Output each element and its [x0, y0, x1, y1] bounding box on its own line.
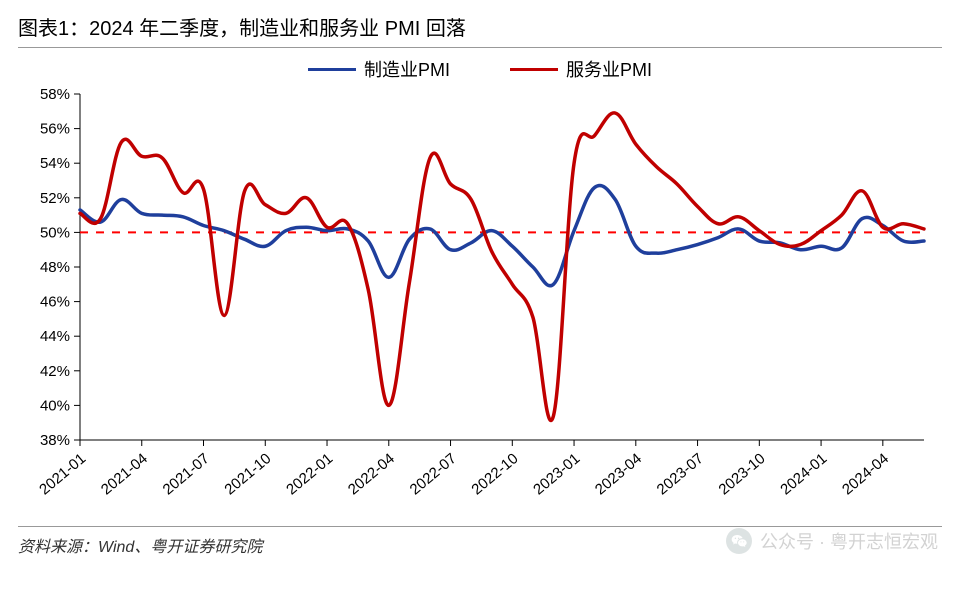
svg-text:2023-04: 2023-04 — [592, 450, 645, 498]
source-text: 资料来源：Wind、粤开证券研究院 — [18, 539, 262, 556]
svg-text:2022-07: 2022-07 — [407, 450, 460, 498]
svg-text:2021-10: 2021-10 — [221, 450, 274, 498]
legend: 制造业PMI 服务业PMI — [18, 48, 942, 86]
chart-title: 图表1：2024 年二季度，制造业和服务业 PMI 回落 — [18, 12, 466, 41]
legend-item-manufacturing: 制造业PMI — [308, 56, 450, 82]
svg-text:2022-01: 2022-01 — [283, 450, 336, 498]
figure-container: 图表1：2024 年二季度，制造业和服务业 PMI 回落 制造业PMI 服务业P… — [0, 0, 960, 596]
svg-text:54%: 54% — [40, 155, 70, 172]
svg-text:52%: 52% — [40, 190, 70, 207]
svg-text:50%: 50% — [40, 224, 70, 241]
svg-text:2024-04: 2024-04 — [839, 450, 892, 498]
wechat-icon — [726, 528, 752, 554]
watermark-text: 公众号 · 粤开志恒宏观 — [760, 528, 938, 554]
svg-text:2023-07: 2023-07 — [654, 450, 707, 498]
svg-text:42%: 42% — [40, 363, 70, 380]
svg-text:2023-10: 2023-10 — [715, 450, 768, 498]
svg-text:2024-01: 2024-01 — [777, 450, 830, 498]
legend-swatch-manufacturing — [308, 68, 356, 71]
svg-text:2021-07: 2021-07 — [160, 450, 213, 498]
svg-text:2022-04: 2022-04 — [345, 450, 398, 498]
svg-text:48%: 48% — [40, 259, 70, 276]
svg-text:40%: 40% — [40, 397, 70, 414]
legend-label-services: 服务业PMI — [566, 56, 652, 82]
svg-text:2022-10: 2022-10 — [468, 450, 521, 498]
legend-label-manufacturing: 制造业PMI — [364, 56, 450, 82]
svg-text:38%: 38% — [40, 432, 70, 449]
chart-svg: 38% 40% 42% 44% 46% 48% 50% 52% 54% 56% 58% 2021-01… — [18, 86, 942, 526]
title-row: 图表1：2024 年二季度，制造业和服务业 PMI 回落 — [18, 12, 942, 47]
svg-text:58%: 58% — [40, 86, 70, 103]
chart-area: 38% 40% 42% 44% 46% 48% 50% 52% 54% 56% 58% 2021-01… — [18, 86, 942, 526]
svg-text:2023-01: 2023-01 — [530, 450, 583, 498]
svg-text:44%: 44% — [40, 328, 70, 345]
legend-item-services: 服务业PMI — [510, 56, 652, 82]
legend-swatch-services — [510, 68, 558, 71]
svg-text:56%: 56% — [40, 121, 70, 138]
svg-text:2021-01: 2021-01 — [36, 450, 89, 498]
watermark: 公众号 · 粤开志恒宏观 — [726, 528, 938, 554]
svg-text:46%: 46% — [40, 294, 70, 311]
svg-text:2021-04: 2021-04 — [98, 450, 151, 498]
